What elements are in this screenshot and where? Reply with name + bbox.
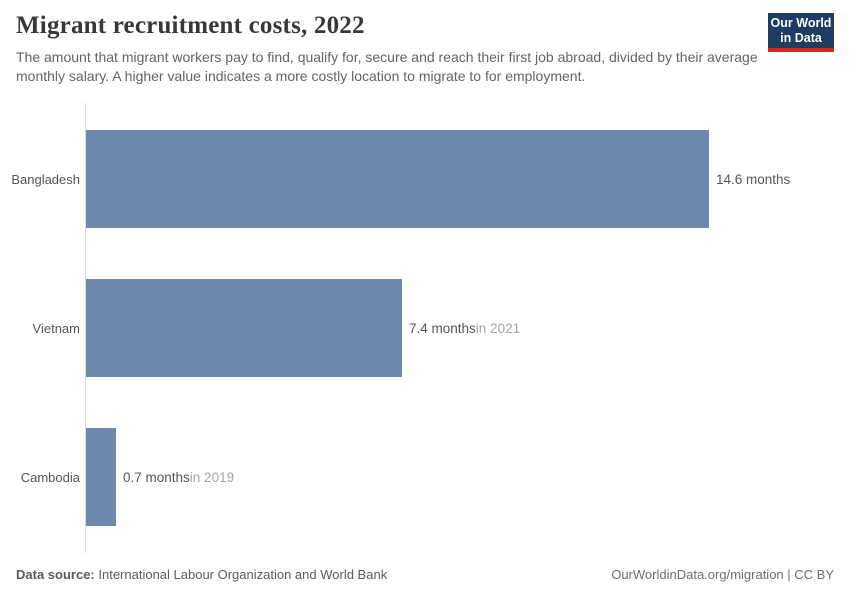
page-title: Migrant recruitment costs, 2022 (16, 12, 365, 39)
y-axis-line (85, 103, 86, 553)
footer-license-link[interactable]: OurWorldinData.org/migration | CC BY (611, 567, 834, 582)
value-text: 14.6 months (716, 171, 791, 187)
bar-chart: Bangladesh 14.6 months Vietnam 7.4 month… (0, 103, 850, 553)
owid-logo-line1: Our World (770, 16, 832, 30)
category-label-vietnam: Vietnam (32, 320, 80, 336)
bar-row-vietnam: Vietnam 7.4 monthsin 2021 (0, 279, 850, 377)
value-label-cambodia: 0.7 monthsin 2019 (123, 470, 234, 485)
value-label-bangladesh: 14.6 months (716, 172, 790, 187)
bar-row-cambodia: Cambodia 0.7 monthsin 2019 (0, 428, 850, 526)
bar-bangladesh[interactable] (86, 130, 709, 228)
chart-footer: Data source: International Labour Organi… (16, 567, 834, 582)
value-text: 0.7 months (123, 469, 190, 485)
bar-row-bangladesh: Bangladesh 14.6 months (0, 130, 850, 228)
value-year-suffix: in 2019 (189, 469, 235, 485)
owid-logo[interactable]: Our World in Data (768, 13, 834, 52)
category-label-bangladesh: Bangladesh (11, 171, 80, 187)
chart-subtitle: The amount that migrant workers pay to f… (16, 49, 758, 84)
data-source: Data source: International Labour Organi… (16, 567, 387, 582)
data-source-text: International Labour Organization and Wo… (94, 567, 388, 582)
data-source-label: Data source: (16, 567, 95, 582)
bar-vietnam[interactable] (86, 279, 402, 377)
category-label-cambodia: Cambodia (20, 469, 80, 485)
bar-cambodia[interactable] (86, 428, 116, 526)
value-text: 7.4 months (409, 320, 476, 336)
owid-logo-line2: in Data (780, 31, 822, 45)
value-label-vietnam: 7.4 monthsin 2021 (409, 321, 520, 336)
value-year-suffix: in 2021 (475, 320, 521, 336)
